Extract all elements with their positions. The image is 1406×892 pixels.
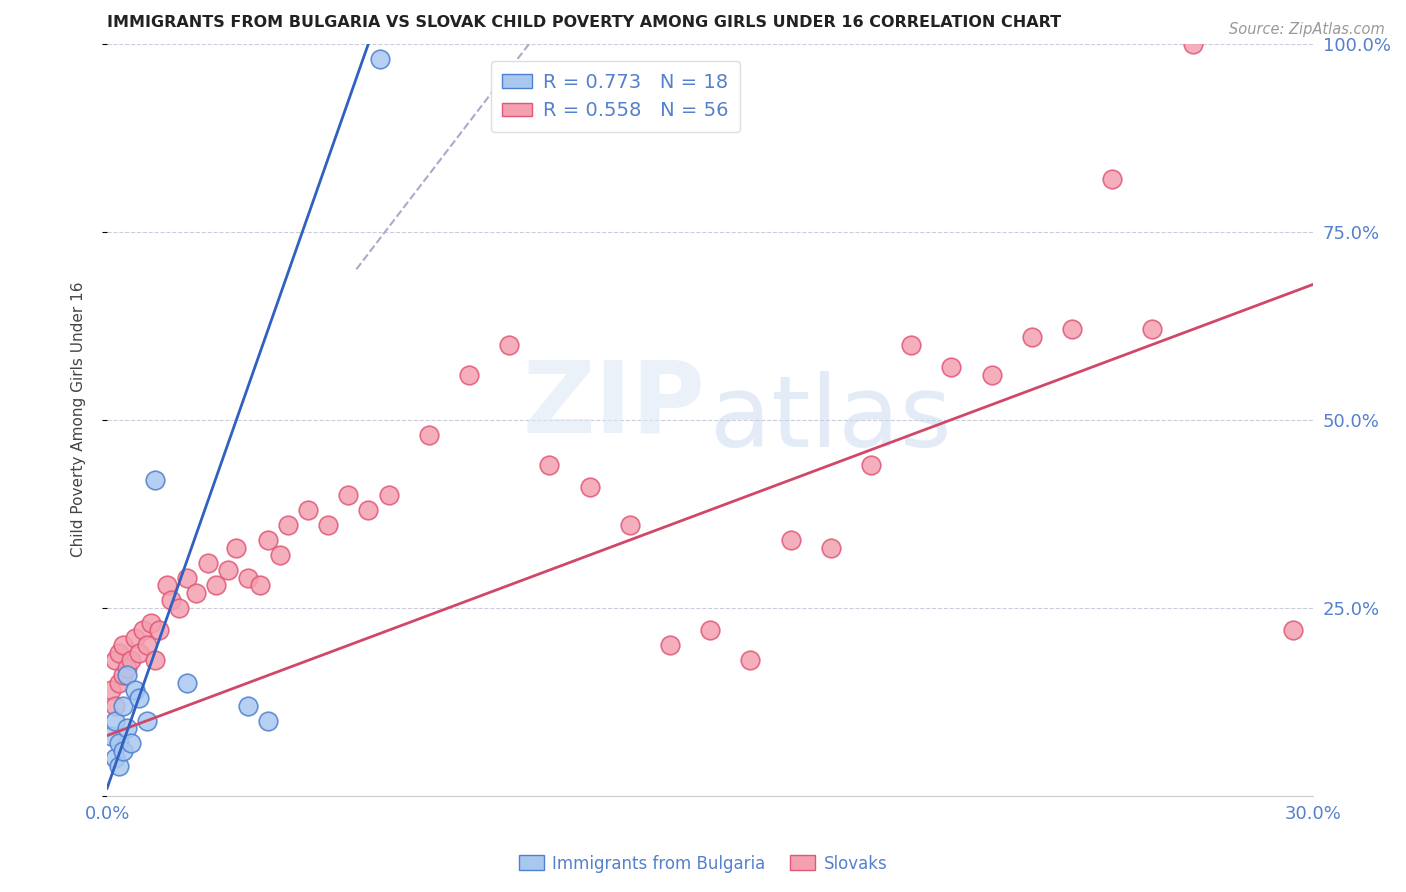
Point (699, 624, 721, 638)
Point (1021, 330, 1043, 344)
Point (257, 714, 280, 728)
Point (120, 653, 142, 667)
Point (1060, 322, 1083, 336)
Point (204, 578, 226, 592)
Point (108, 758, 131, 772)
Point (112, 638, 135, 652)
Y-axis label: Child Poverty Among Girls Under 16: Child Poverty Among Girls Under 16 (72, 282, 86, 558)
Point (176, 676, 198, 690)
Point (148, 624, 170, 638)
Point (143, 473, 166, 487)
Point (418, 427, 440, 442)
Point (112, 744, 135, 758)
Point (277, 518, 299, 533)
Legend: R = 0.773   N = 18, R = 0.558   N = 56: R = 0.773 N = 18, R = 0.558 N = 56 (491, 61, 741, 132)
Point (538, 458, 561, 472)
Point (197, 556, 219, 570)
Point (108, 676, 131, 690)
Point (337, 488, 360, 502)
Point (859, 458, 882, 472)
Point (115, 668, 138, 682)
Point (108, 646, 131, 660)
Text: atlas: atlas (710, 371, 952, 468)
Point (316, 518, 339, 533)
Point (124, 683, 146, 698)
Point (1181, 37, 1204, 51)
Text: ZIP: ZIP (522, 356, 706, 453)
Point (900, 337, 922, 351)
Point (128, 690, 150, 705)
Point (141, 615, 163, 630)
Point (176, 571, 198, 585)
Point (458, 368, 481, 382)
Point (112, 668, 135, 682)
Point (249, 578, 271, 592)
Point (124, 631, 146, 645)
Point (104, 653, 127, 667)
Point (128, 646, 150, 660)
Point (143, 653, 166, 667)
Point (619, 518, 641, 533)
Point (820, 541, 842, 555)
Point (160, 593, 183, 607)
Legend: Immigrants from Bulgaria, Slovaks: Immigrants from Bulgaria, Slovaks (512, 848, 894, 880)
Point (169, 600, 191, 615)
Point (377, 488, 399, 502)
Point (104, 751, 127, 765)
Point (740, 653, 762, 667)
Point (100, 683, 122, 698)
Point (236, 698, 259, 713)
Point (115, 721, 138, 735)
Point (156, 578, 179, 592)
Point (136, 714, 159, 728)
Point (297, 503, 319, 517)
Point (498, 337, 520, 351)
Point (225, 541, 247, 555)
Point (112, 698, 135, 713)
Point (980, 368, 1002, 382)
Point (100, 729, 122, 743)
Point (120, 736, 142, 750)
Point (1142, 322, 1164, 336)
Point (1101, 172, 1123, 186)
Point (257, 533, 280, 547)
Point (104, 698, 127, 713)
Point (217, 563, 239, 577)
Point (941, 360, 963, 375)
Point (108, 736, 131, 750)
Text: Source: ZipAtlas.com: Source: ZipAtlas.com (1229, 22, 1385, 37)
Point (779, 533, 801, 547)
Point (269, 548, 291, 562)
Point (184, 585, 207, 599)
Point (236, 571, 259, 585)
Point (1282, 624, 1305, 638)
Point (132, 624, 155, 638)
Point (357, 503, 380, 517)
Point (370, 52, 392, 66)
Point (136, 638, 159, 652)
Text: IMMIGRANTS FROM BULGARIA VS SLOVAK CHILD POVERTY AMONG GIRLS UNDER 16 CORRELATIO: IMMIGRANTS FROM BULGARIA VS SLOVAK CHILD… (107, 15, 1062, 30)
Point (115, 661, 138, 675)
Point (659, 638, 682, 652)
Point (104, 714, 127, 728)
Point (578, 480, 600, 494)
